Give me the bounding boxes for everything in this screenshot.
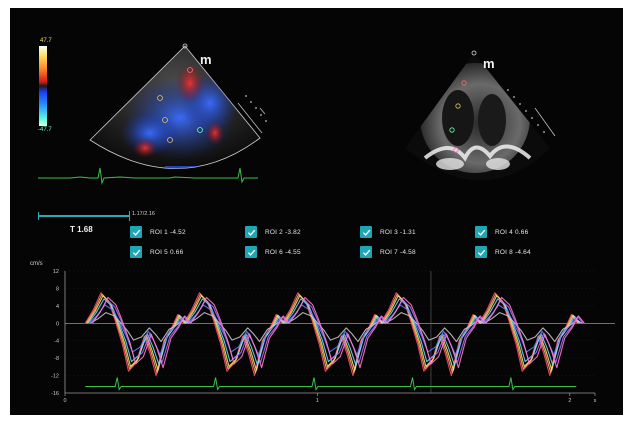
check-icon xyxy=(132,249,140,256)
time-scrubber-handle[interactable] xyxy=(129,211,130,221)
x-tick-label: s xyxy=(594,398,597,404)
roi-item-8[interactable]: ROI 8 -4.64 xyxy=(475,245,531,259)
roi-label: ROI 6 -4.55 xyxy=(265,248,301,256)
roi-label: ROI 3 -1.31 xyxy=(380,228,416,236)
roi-series-6 xyxy=(89,312,583,343)
sector-marker-left: m xyxy=(200,52,212,67)
roi-label: ROI 7 -4.58 xyxy=(380,248,416,256)
time-readout: T 1.68 xyxy=(70,225,93,234)
roi-checkbox[interactable] xyxy=(130,226,142,238)
roi-checkbox[interactable] xyxy=(360,246,372,258)
check-icon xyxy=(477,229,485,236)
roi-series-7 xyxy=(90,299,584,364)
roi-label: ROI 5 0.66 xyxy=(150,248,184,256)
roi-item-4[interactable]: ROI 4 0.66 xyxy=(475,225,528,239)
roi-label: ROI 8 -4.64 xyxy=(495,248,531,256)
roi-checkbox[interactable] xyxy=(475,226,487,238)
roi-series-8 xyxy=(91,296,585,369)
x-tick-label: 1 xyxy=(316,398,319,404)
colorbar-min-label: -47.7 xyxy=(38,127,52,133)
bmode-image xyxy=(405,50,556,181)
roi-item-2[interactable]: ROI 2 -3.82 xyxy=(245,225,301,239)
echo-viewer: 47.7 -47.7 xyxy=(10,8,623,415)
check-icon xyxy=(362,249,370,256)
roi-checkbox[interactable] xyxy=(130,246,142,258)
colorbar-max-label: 47.7 xyxy=(40,38,52,44)
roi-item-1[interactable]: ROI 1 -4.52 xyxy=(130,225,186,239)
y-axis-label: cm/s xyxy=(30,261,43,267)
check-icon xyxy=(477,249,485,256)
roi-item-3[interactable]: ROI 3 -1.31 xyxy=(360,225,416,239)
roi-label: ROI 4 0.66 xyxy=(495,228,529,236)
roi-label: ROI 2 -3.82 xyxy=(265,228,301,236)
roi-series-4 xyxy=(87,298,581,366)
y-tick-label: 0 xyxy=(56,321,59,327)
time-scrubber-start xyxy=(38,212,39,220)
roi-series-5 xyxy=(88,304,582,356)
roi-item-6[interactable]: ROI 6 -4.55 xyxy=(245,245,301,259)
y-tick-label: -12 xyxy=(51,374,59,380)
roi-item-7[interactable]: ROI 7 -4.58 xyxy=(360,245,416,259)
x-tick-label: 0 xyxy=(63,398,66,404)
roi-label: ROI 1 -4.52 xyxy=(150,228,186,236)
color-doppler-image xyxy=(38,43,267,185)
roi-item-5[interactable]: ROI 5 0.66 xyxy=(130,245,183,259)
check-icon xyxy=(362,229,370,236)
roi-checkbox[interactable] xyxy=(245,226,257,238)
check-icon xyxy=(247,229,255,236)
sector-marker-right: m xyxy=(483,56,495,71)
check-icon xyxy=(132,229,140,236)
y-tick-label: -16 xyxy=(51,391,59,397)
y-tick-label: 12 xyxy=(53,269,59,275)
y-tick-label: 4 xyxy=(56,304,59,310)
roi-checkbox[interactable] xyxy=(475,246,487,258)
roi-checkbox[interactable] xyxy=(245,246,257,258)
roi-checkbox[interactable] xyxy=(360,226,372,238)
velocity-colorbar xyxy=(39,46,47,126)
y-tick-label: -4 xyxy=(54,339,59,345)
x-tick-label: 2 xyxy=(568,398,571,404)
frame-readout: 1.17/2.16 xyxy=(132,211,155,217)
y-tick-label: -8 xyxy=(54,356,59,362)
check-icon xyxy=(247,249,255,256)
ecg-trace xyxy=(85,377,577,391)
time-scrubber-track[interactable] xyxy=(38,215,130,217)
y-tick-label: 8 xyxy=(56,286,59,292)
